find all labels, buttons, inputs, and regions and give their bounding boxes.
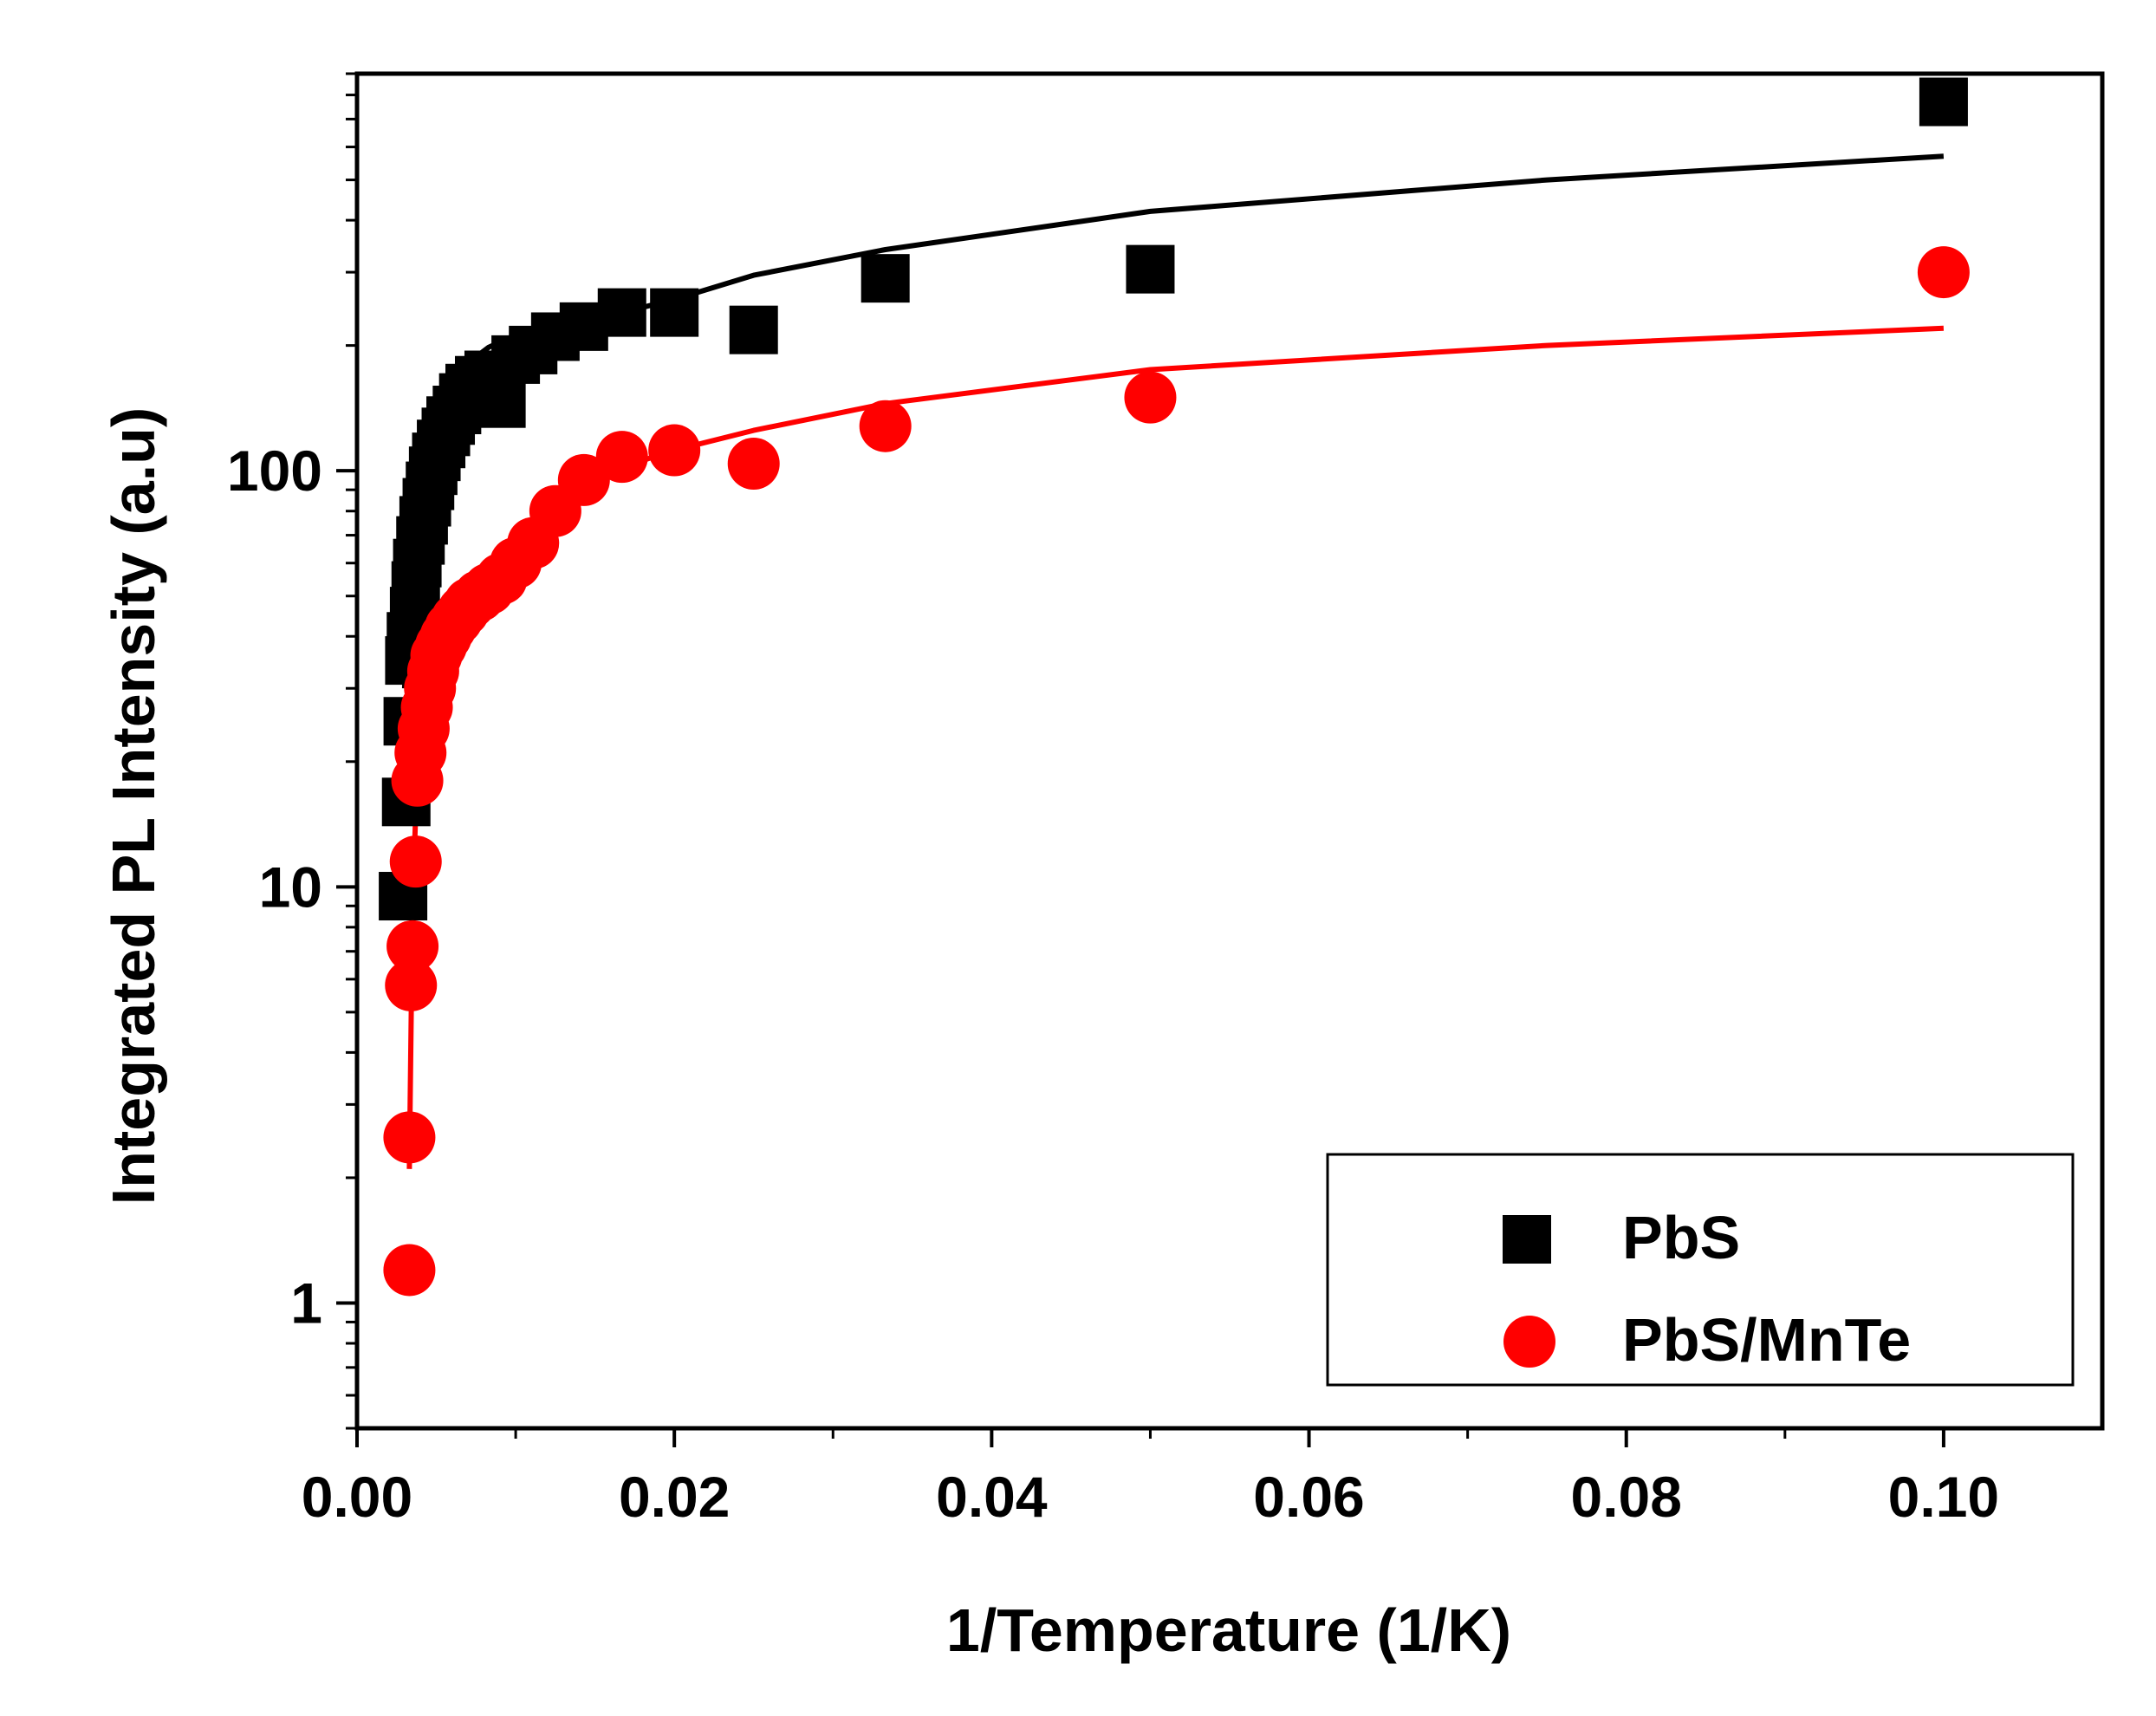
- pbs-mnte-data-point: [859, 400, 912, 452]
- pbs-mnte-data-point: [648, 424, 701, 477]
- x-tick-label: 0.00: [302, 1465, 412, 1529]
- pbs-data-point: [1919, 77, 1968, 127]
- legend-label-pbs: PbS: [1622, 1204, 1740, 1271]
- y-tick-label: 100: [227, 439, 322, 503]
- pbs-mnte-data-point: [595, 431, 648, 484]
- legend-marker-pbs-mnte: [1503, 1316, 1555, 1368]
- pbs-data-point: [860, 254, 910, 303]
- pbs-mnte-data-point: [1124, 371, 1177, 424]
- x-axis-title: 1/Temperature (1/K): [946, 1596, 1511, 1664]
- pbs-data-point: [1126, 244, 1175, 294]
- legend-box: [1326, 1153, 2075, 1387]
- y-tick-labels: 1 10 100: [227, 439, 322, 1335]
- x-tick-label: 0.06: [1253, 1465, 1364, 1529]
- pbs-data-point: [597, 288, 646, 337]
- pbs-mnte-data-point: [385, 959, 438, 1011]
- axis-ticks: [336, 72, 1945, 1447]
- x-tick-label: 0.08: [1570, 1465, 1681, 1529]
- x-tick-label: 0.02: [619, 1465, 730, 1529]
- y-tick-label: 10: [259, 855, 322, 919]
- pbs-mnte-data-point: [383, 1111, 436, 1164]
- pbs-mnte-data-point: [389, 835, 442, 888]
- pbs-data-point: [477, 379, 526, 428]
- plot-frame: [354, 71, 2105, 1431]
- legend-label-pbs-mnte: PbS/MnTe: [1622, 1306, 1911, 1374]
- data-markers: [379, 77, 1970, 1297]
- x-tick-label: 0.04: [936, 1465, 1048, 1529]
- legend-marker-pbs: [1503, 1215, 1551, 1264]
- y-axis-title: Integrated PL Intensity (a.u): [100, 407, 167, 1206]
- pbs-mnte-data-point: [383, 1244, 436, 1297]
- legend: PbS PbS/MnTe: [1326, 1153, 2075, 1387]
- x-tick-label: 0.10: [1888, 1465, 1999, 1529]
- pbs-mnte-data-point: [386, 920, 439, 972]
- pbs-mnte-data-point: [727, 437, 780, 490]
- pbs-data-point: [729, 305, 778, 354]
- pbs-data-point: [650, 288, 699, 337]
- x-tick-labels: 0.00 0.02 0.04 0.06 0.08 0.10: [302, 1465, 1999, 1529]
- pbs-mnte-data-point: [557, 453, 610, 506]
- pbs-mnte-data-point: [1917, 246, 1970, 299]
- y-tick-label: 1: [290, 1271, 322, 1335]
